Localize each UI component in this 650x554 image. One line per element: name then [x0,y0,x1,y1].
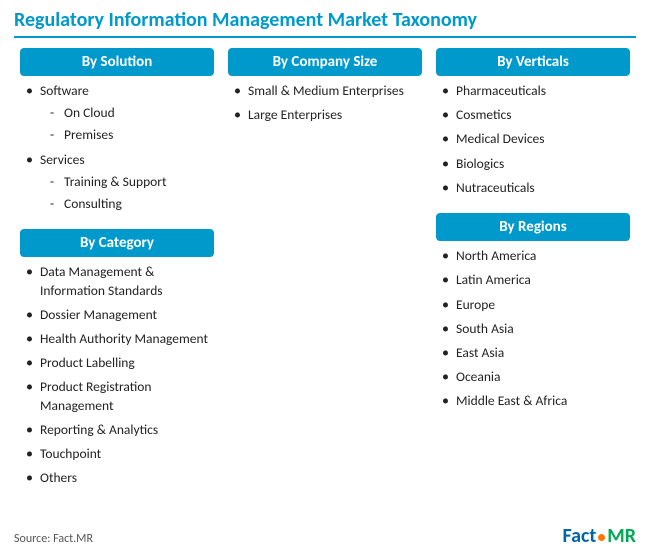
list-item: Product Labelling [26,354,214,372]
list-item: Latin America [442,271,630,289]
card-list: North America Latin America Europe South As… [436,247,630,411]
list-item: Dossier Management [26,306,214,324]
title-underline [14,36,636,38]
logo-part1: Fact [562,524,596,548]
list-item: Europe [442,296,630,314]
list-item: Touchpoint [26,445,214,463]
list-item: South Asia [442,320,630,338]
card-header: By Category [20,229,214,257]
taxonomy-card: By Category Data Management & Information… [20,229,214,493]
taxonomy-card: By Verticals Pharmaceuticals Cosmetics Medi… [436,48,630,203]
sub-list: Training & Support Consulting [40,173,214,213]
list-item: Pharmaceuticals [442,82,630,100]
list-item: Others [26,469,214,487]
list-item: Oceania [442,368,630,386]
taxonomy-card: By Regions North America Latin America Euro… [436,213,630,417]
brand-logo: Fact MR [562,524,636,548]
list-item: ServicesTraining & SupportConsulting [26,151,214,214]
card-header: By Solution [20,48,214,76]
logo-part2: MR [607,524,636,548]
logo-dot-icon [598,534,605,541]
source-text: Source: Fact.MR [14,532,93,546]
taxonomy-card: By Company Size Small & Medium Enterprise… [228,48,422,130]
list-item: Biologics [442,155,630,173]
list-item: Health Authority Management [26,330,214,348]
sub-list-item: Consulting [50,195,214,213]
page-title: Regulatory Information Management Market… [0,0,650,36]
col-right: By Verticals Pharmaceuticals Cosmetics Medi… [436,48,630,494]
list-item: East Asia [442,344,630,362]
card-list: Pharmaceuticals Cosmetics Medical Devices B… [436,82,630,197]
sub-list: On Cloud Premises [40,104,214,144]
list-item: North America [442,247,630,265]
list-item: Nutraceuticals [442,179,630,197]
card-header: By Company Size [228,48,422,76]
sub-list-item: On Cloud [50,104,214,122]
list-item: Medical Devices [442,130,630,148]
col-left: By SolutionSoftwareOn CloudPremisesServi… [20,48,214,494]
card-list: SoftwareOn CloudPremisesServicesTraining… [20,82,214,213]
sub-list-item: Training & Support [50,173,214,191]
list-item: Reporting & Analytics [26,421,214,439]
card-header: By Verticals [436,48,630,76]
taxonomy-card: By SolutionSoftwareOn CloudPremisesServi… [20,48,214,219]
card-list: Small & Medium Enterprises Large Enterpri… [228,82,422,124]
list-item: Small & Medium Enterprises [234,82,422,100]
list-item: Product Registration Management [26,378,214,414]
card-list: Data Management & Information Standards D… [20,263,214,487]
list-item: Cosmetics [442,106,630,124]
list-item: Large Enterprises [234,106,422,124]
card-header: By Regions [436,213,630,241]
list-item: Middle East & Africa [442,392,630,410]
sub-list-item: Premises [50,126,214,144]
col-middle: By Company Size Small & Medium Enterprise… [228,48,422,494]
list-item: Data Management & Information Standards [26,263,214,299]
taxonomy-grid: By SolutionSoftwareOn CloudPremisesServi… [0,48,650,494]
list-item: SoftwareOn CloudPremises [26,82,214,145]
